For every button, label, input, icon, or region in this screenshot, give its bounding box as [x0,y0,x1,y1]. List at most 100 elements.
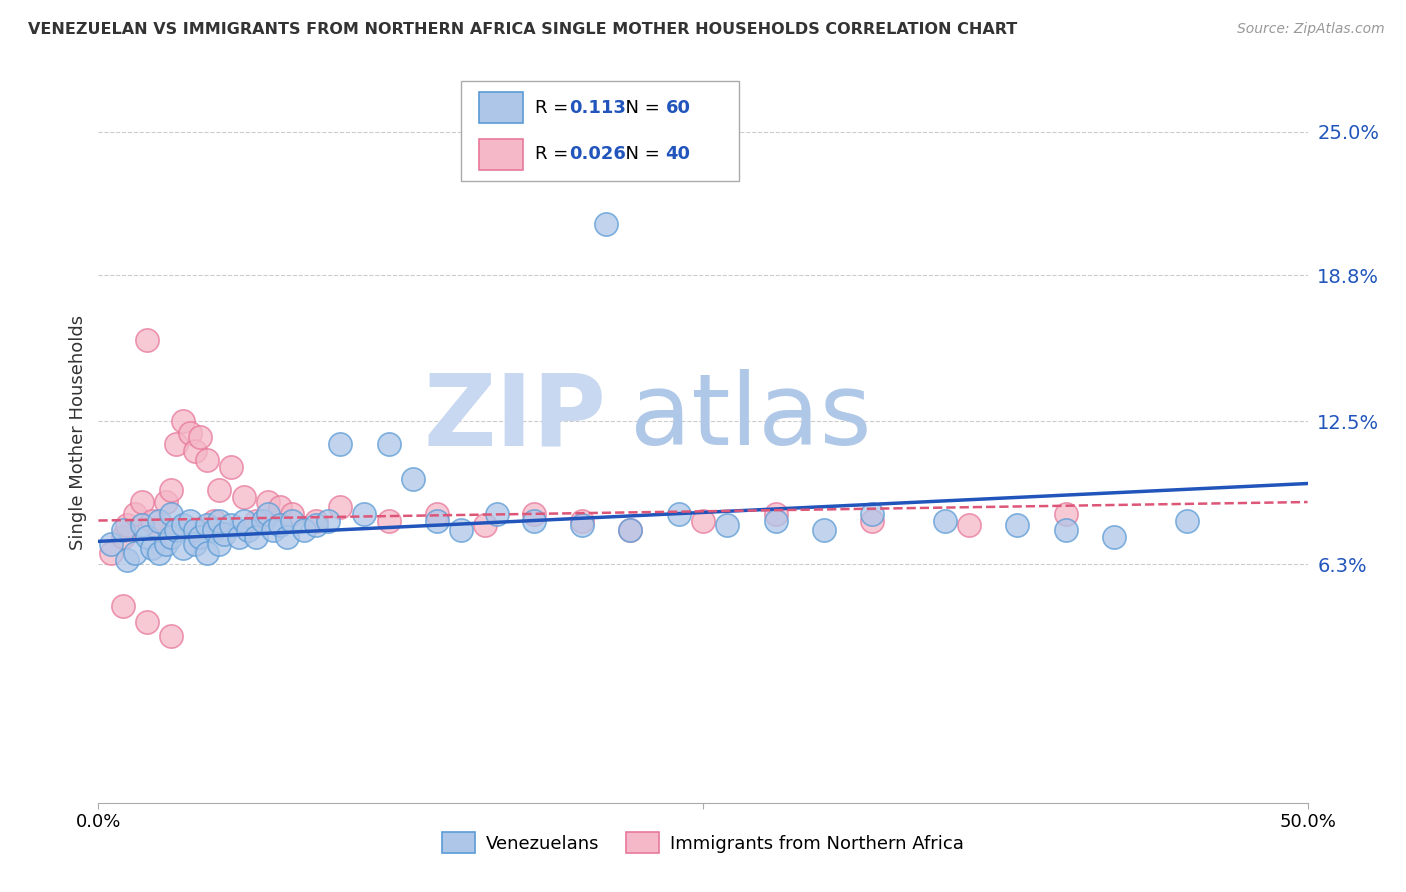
Point [668,507,690,521]
FancyBboxPatch shape [461,81,740,181]
Point [256,495,278,509]
Point [316,514,339,528]
Point [245,530,267,544]
Point [124,507,146,521]
Text: 40: 40 [665,145,690,163]
Point [204,523,226,537]
Point [523,514,546,528]
Point [402,472,425,486]
Point [208,536,231,550]
Point [957,518,980,533]
Point [172,414,194,428]
Point [860,514,883,528]
Point [160,483,183,498]
Point [232,514,254,528]
Point [276,530,298,544]
Y-axis label: Single Mother Households: Single Mother Households [69,315,87,550]
Text: N =: N = [613,99,665,117]
Point [117,518,139,533]
Point [353,507,375,521]
Point [141,541,163,556]
Point [1054,523,1077,537]
Point [195,546,218,560]
Text: 0.026: 0.026 [569,145,626,163]
Point [269,500,291,514]
Point [523,507,546,521]
Point [111,530,134,544]
Point [595,218,617,232]
Point [329,437,352,451]
Point [148,514,170,528]
Point [117,553,139,567]
Point [165,437,187,451]
Point [1054,507,1077,521]
Point [619,523,641,537]
Point [160,507,183,521]
Point [165,523,187,537]
Point [377,514,399,528]
Point [1102,530,1125,544]
Point [135,530,157,544]
Point [188,430,211,444]
Point [765,507,787,521]
Text: VENEZUELAN VS IMMIGRANTS FROM NORTHERN AFRICA SINGLE MOTHER HOUSEHOLDS CORRELATI: VENEZUELAN VS IMMIGRANTS FROM NORTHERN A… [28,22,1018,37]
Point [228,530,250,544]
Point [141,514,163,528]
Point [252,514,274,528]
Point [450,523,472,537]
Point [160,530,183,544]
Point [184,523,207,537]
Point [426,514,449,528]
Point [281,507,304,521]
Point [305,518,328,533]
Point [155,495,177,509]
Point [135,615,157,630]
FancyBboxPatch shape [479,92,523,123]
Point [692,514,714,528]
Point [619,523,641,537]
Point [860,507,883,521]
Point [148,546,170,560]
Point [100,536,122,550]
Point [208,514,231,528]
Point [281,514,304,528]
Point [377,437,399,451]
Text: N =: N = [613,145,665,163]
Text: ZIP: ZIP [423,369,606,467]
Point [172,518,194,533]
Point [486,507,509,521]
Point [111,523,134,537]
Point [221,460,243,475]
Point [111,599,134,614]
FancyBboxPatch shape [479,138,523,169]
Point [1175,514,1198,528]
Point [329,500,352,514]
Point [184,444,207,458]
Text: Source: ZipAtlas.com: Source: ZipAtlas.com [1237,22,1385,37]
Point [716,518,738,533]
Point [292,523,315,537]
Text: 0.113: 0.113 [569,99,626,117]
Point [172,541,194,556]
Point [148,523,170,537]
Point [124,546,146,560]
Point [426,507,449,521]
Point [934,514,956,528]
Point [204,514,226,528]
Point [131,518,153,533]
Point [179,425,201,440]
Point [160,629,183,643]
Point [571,514,593,528]
Point [238,523,260,537]
Point [195,453,218,467]
Text: atlas: atlas [630,369,872,467]
Point [262,523,284,537]
Point [305,514,328,528]
Point [245,514,267,528]
Point [212,527,235,541]
Point [765,514,787,528]
Point [1007,518,1029,533]
Point [179,514,201,528]
Point [195,518,218,533]
Point [256,507,278,521]
